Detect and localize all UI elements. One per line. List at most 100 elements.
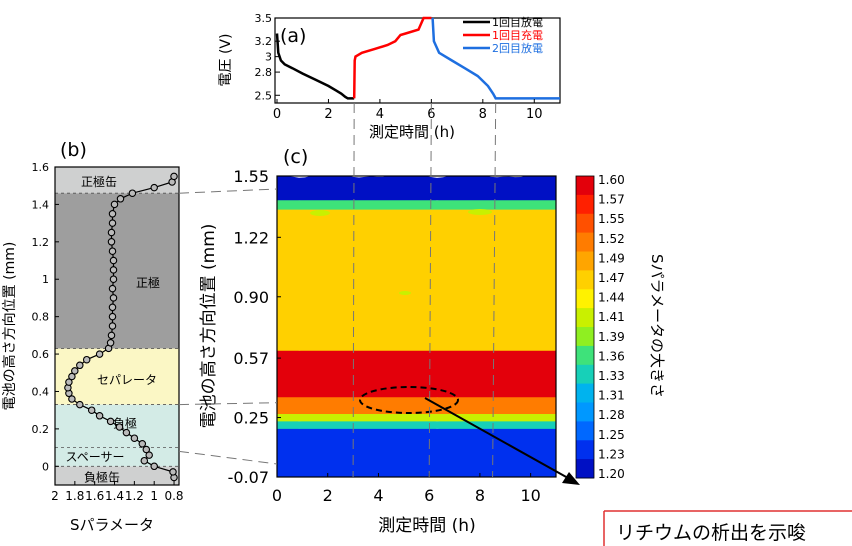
chart-b-point <box>68 372 76 381</box>
chart-b-point <box>107 331 116 340</box>
chart-c-texture-blob <box>516 264 544 272</box>
chart-b-point <box>116 195 125 203</box>
chart-b-region <box>55 167 179 194</box>
annotation-arrow-line <box>424 397 569 479</box>
colorbar-tick-label: 1.25 <box>598 428 625 442</box>
chart-a-x-tick-label: 2 <box>324 107 332 122</box>
chart-c-x-tick-label: 0 <box>272 486 282 505</box>
chart-c-y-tick-label: -0.07 <box>228 468 269 487</box>
colorbar-swatch <box>576 440 594 460</box>
colorbar-swatch <box>576 345 594 366</box>
chart-b-point <box>115 423 124 431</box>
chart-c-plot-area <box>276 175 557 478</box>
chart-a-panel-label: (a) <box>280 25 306 47</box>
colorbar-swatch <box>576 364 594 385</box>
chart-b-region-label: セパレータ <box>97 373 157 387</box>
chart-a-x-tick-label: 4 <box>376 107 384 122</box>
chart-b-region-label: スペーサー <box>66 450 125 464</box>
chart-b-y-tick-label: 0.4 <box>32 385 50 398</box>
chart-c-texture-blob <box>282 234 318 246</box>
chart-b-point <box>108 247 117 255</box>
chart-c-x-tick-label: 4 <box>373 486 383 505</box>
chart-a-x-tick-label: 0 <box>273 107 281 122</box>
chart-b-region-label: 正極 <box>136 275 160 290</box>
chart-b-x-tick-label: 1.6 <box>85 489 104 503</box>
colorbar-swatch <box>576 327 594 347</box>
colorbar-tick-label: 1.31 <box>598 389 625 403</box>
chart-b-point <box>106 417 115 426</box>
chart-b-point <box>110 200 119 209</box>
chart-b-point <box>108 284 117 293</box>
chart-a-legend-label: 2回目放電 <box>492 41 543 55</box>
chart-b-x-tick-label: 1.8 <box>65 489 84 503</box>
chart-b-point <box>108 219 117 227</box>
chart-c-texture-blob <box>310 210 330 216</box>
chart-c: (c) 0 2 4 6 8 10 -0.07 0.25 0.57 0.90 1.22 1.55 測定時… <box>199 146 666 536</box>
chart-b-y-tick-label: 1.4 <box>32 198 50 211</box>
colorbar-swatch <box>576 383 594 403</box>
chart-a-series-line-1 <box>275 33 355 100</box>
chart-c-texture-blob <box>350 216 370 224</box>
guide-horizontal-line <box>178 450 278 465</box>
colorbar-tick-label: 1.41 <box>598 310 625 324</box>
chart-b-point <box>109 256 118 265</box>
chart-c-y-tick-label: 0.57 <box>233 349 269 368</box>
colorbar-frame <box>575 175 595 479</box>
chart-b-y-tick-label: 1.6 <box>32 161 50 174</box>
colorbar-tick-label: 1.36 <box>598 349 625 363</box>
chart-b-point <box>145 451 153 459</box>
chart-b-point <box>130 434 139 442</box>
chart-b-point <box>109 266 118 274</box>
annotation: リチウムの析出を示唆 <box>424 397 852 546</box>
chart-c-y-tick-label: 1.22 <box>233 228 269 247</box>
chart-b-point <box>65 378 73 386</box>
chart-b-point <box>107 238 116 246</box>
chart-b-y-tick-label: 0.6 <box>32 348 50 361</box>
chart-b-point <box>142 445 151 454</box>
colorbar-tick-label: 1.39 <box>598 330 625 344</box>
chart-b-point <box>122 428 131 437</box>
chart-a-x-tick-label: 8 <box>479 107 487 122</box>
guide-vertical-line <box>428 102 432 478</box>
chart-a-y-tick-label: 3.5 <box>255 12 273 25</box>
colorbar-swatch <box>576 213 594 234</box>
chart-c-texture-blob <box>381 225 409 235</box>
chart-b-point <box>68 395 76 403</box>
colorbar-tick-label: 1.20 <box>598 467 625 481</box>
chart-b-region <box>55 466 179 485</box>
lithium-deposition-ellipse <box>359 386 459 414</box>
chart-c-texture-blob <box>399 291 411 295</box>
chart-b-point <box>76 361 84 370</box>
chart-b-y-tick-label: 0 <box>42 460 49 473</box>
chart-a-ylabel: 電圧 (V) <box>218 34 234 87</box>
chart-b-region <box>55 348 179 405</box>
guide-lines <box>178 102 497 478</box>
annotation-text: リチウムの析出を示唆 <box>616 522 806 544</box>
colorbar-swatch <box>576 402 594 422</box>
chart-c-texture-blob <box>408 271 432 279</box>
chart-b-ylabel: 電池の高さ方向位置 (mm) <box>1 242 18 411</box>
colorbar-tick-label: 1.44 <box>598 291 625 305</box>
chart-b-point <box>95 350 104 358</box>
chart-b-point <box>108 322 117 330</box>
chart-b-x-tick-label: 2 <box>51 489 59 503</box>
colorbar-swatch <box>576 232 594 252</box>
chart-b-y-tick-label: 0.8 <box>32 311 50 324</box>
chart-b-x-tick-label: 0.8 <box>164 489 183 503</box>
chart-b-plot-area <box>54 166 180 486</box>
chart-c-y-tick-label: 0.90 <box>233 288 269 307</box>
annotation-arrowhead <box>562 472 580 485</box>
colorbar-swatch <box>576 194 594 215</box>
chart-a-series-line-2 <box>352 16 432 99</box>
chart-b-point <box>95 412 104 420</box>
chart-c-texture-blob <box>468 209 492 215</box>
chart-a-y-tick-label: 2.8 <box>255 66 273 79</box>
colorbar-tick-label: 1.23 <box>598 447 625 461</box>
chart-b-point <box>138 440 147 448</box>
chart-a-y-tick-label: 3 <box>265 51 272 64</box>
chart-b-point <box>107 228 116 237</box>
chart-b-point <box>108 210 117 218</box>
